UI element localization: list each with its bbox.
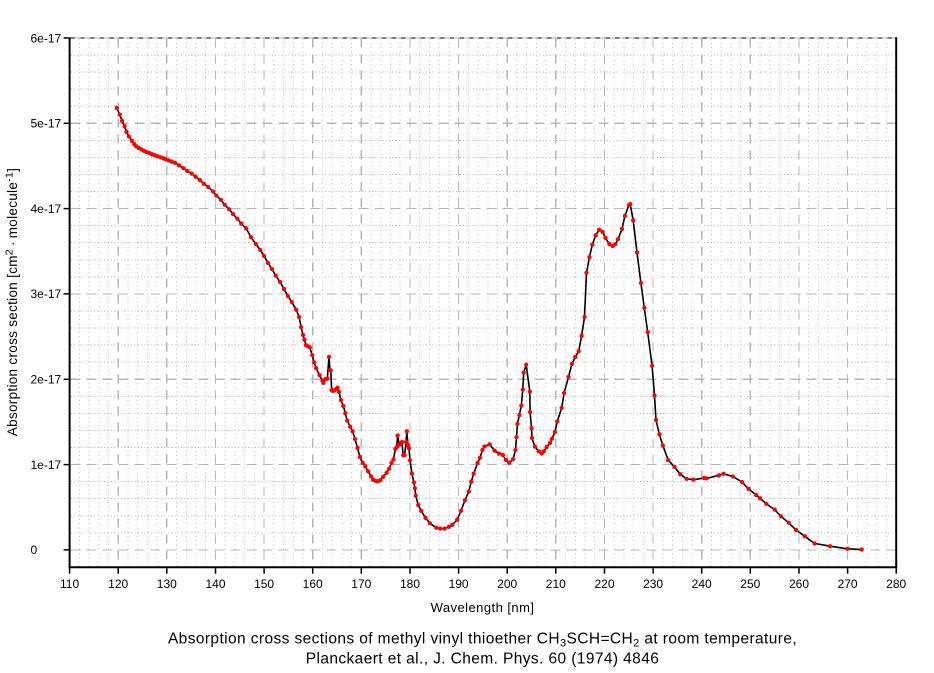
svg-text:240: 240 [692,577,712,591]
svg-text:Absorption cross sections of m: Absorption cross sections of methyl viny… [168,630,797,649]
svg-text:5e-17: 5e-17 [31,117,62,131]
svg-text:4e-17: 4e-17 [31,202,62,216]
svg-text:250: 250 [740,577,760,591]
svg-text:260: 260 [789,577,809,591]
svg-text:170: 170 [351,577,371,591]
svg-text:130: 130 [157,577,177,591]
svg-text:160: 160 [303,577,323,591]
svg-text:Wavelength [nm]: Wavelength [nm] [431,600,535,615]
svg-text:230: 230 [643,577,663,591]
svg-text:120: 120 [108,577,128,591]
svg-text:150: 150 [254,577,274,591]
svg-text:140: 140 [205,577,225,591]
svg-text:110: 110 [60,577,79,591]
svg-text:0: 0 [31,543,38,557]
svg-text:180: 180 [400,577,420,591]
svg-text:6e-17: 6e-17 [31,31,62,45]
svg-text:280: 280 [886,577,906,591]
svg-text:2e-17: 2e-17 [31,373,62,387]
svg-text:200: 200 [497,577,517,591]
svg-text:1e-17: 1e-17 [31,458,62,472]
svg-text:270: 270 [838,577,858,591]
svg-text:190: 190 [449,577,469,591]
svg-text:220: 220 [594,577,614,591]
svg-text:Planckaert et al., J. Chem. Ph: Planckaert et al., J. Chem. Phys. 60 (19… [306,650,660,667]
svg-text:210: 210 [546,577,566,591]
svg-text:Absorption cross section [cm2: Absorption cross section [cm2 · molecule… [4,168,21,436]
svg-text:3e-17: 3e-17 [31,287,62,301]
